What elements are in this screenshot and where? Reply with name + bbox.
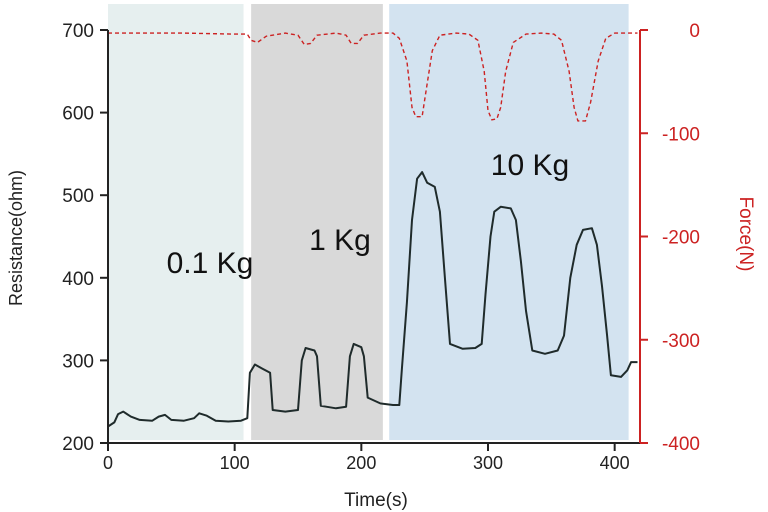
region-band-0: [108, 4, 244, 440]
region-label-1kg: 1 Kg: [309, 224, 371, 257]
x-tick-label: 400: [600, 453, 630, 473]
y-left-tick-label: 400: [62, 269, 94, 290]
resistance-line: [107, 171, 638, 428]
y-axis-left-label: Resistance(ohm): [6, 170, 26, 306]
y-left-tick-label: 700: [62, 21, 94, 42]
ticks: 0 100 200 300 400 200 300 400 500 600 700 0 -100 -200…: [62, 21, 700, 473]
y-right-tick-label: -100: [662, 124, 700, 145]
y-right-tick-label: 0: [689, 21, 700, 42]
y-left-tick-label: 500: [62, 186, 94, 207]
load-regions: [108, 4, 629, 440]
y-axis-right-label: Force(N): [735, 197, 756, 272]
region-label-0.1kg: 0.1 Kg: [167, 247, 254, 280]
x-axis-label: Time(s): [344, 490, 408, 511]
x-tick-label: 300: [473, 453, 503, 473]
x-tick-label: 200: [346, 453, 376, 473]
series-lines: [107, 32, 638, 428]
y-right-tick-label: -400: [662, 434, 700, 455]
y-right-tick-label: -300: [662, 331, 700, 352]
region-band-2: [389, 4, 629, 440]
x-tick-label: 0: [103, 453, 113, 473]
y-left-tick-label: 200: [62, 434, 94, 455]
y-left-tick-label: 600: [62, 104, 94, 125]
region-label-10kg: 10 Kg: [491, 149, 569, 182]
force-line: [108, 32, 638, 122]
y-right-tick-label: -200: [662, 228, 700, 249]
x-tick-label: 100: [220, 453, 250, 473]
y-left-tick-label: 300: [62, 351, 94, 372]
